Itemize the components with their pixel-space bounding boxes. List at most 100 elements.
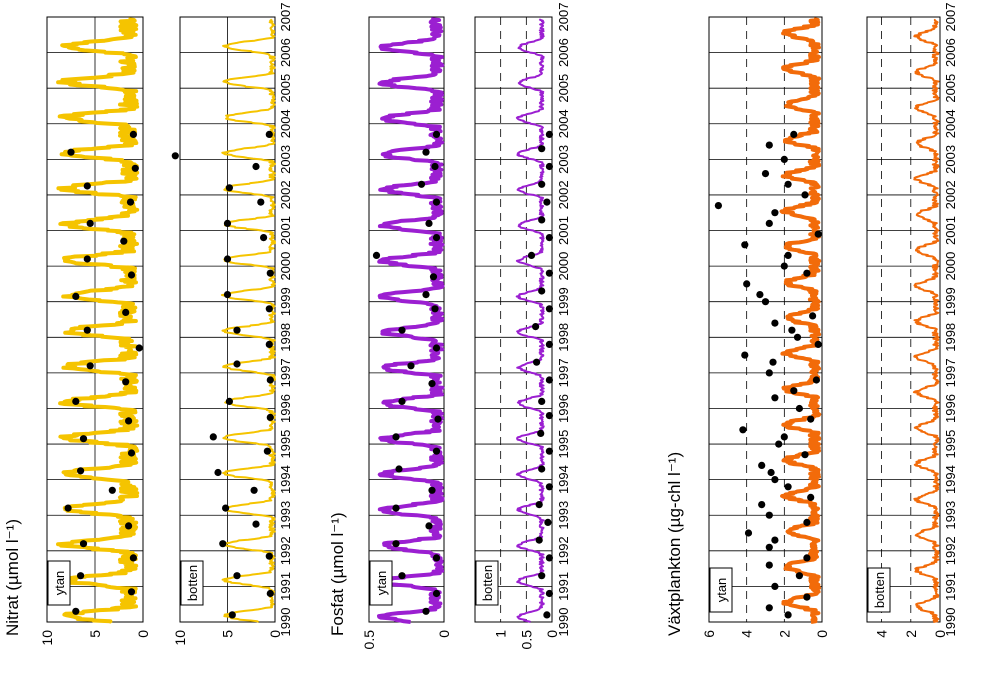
observation-point <box>125 522 133 530</box>
observation-point <box>250 486 258 494</box>
observation-point <box>543 611 551 619</box>
observation-point <box>214 468 222 477</box>
observation-point <box>432 344 441 352</box>
observation-point <box>108 486 116 494</box>
observation-point <box>535 536 543 544</box>
nitrat-botten-panel: 10 5 0 botten <box>171 16 283 646</box>
year-label: 2005 <box>943 74 958 103</box>
observation-point <box>545 554 554 562</box>
plot-frame <box>474 16 553 623</box>
observation-point <box>765 511 773 519</box>
observation-point <box>538 180 546 188</box>
observation-point <box>544 518 552 527</box>
observation-point <box>86 362 94 370</box>
observation-point <box>532 323 540 331</box>
observation-point <box>741 241 749 249</box>
year-label: 1997 <box>943 358 958 387</box>
year-label: 2002 <box>556 180 571 209</box>
observation-point <box>784 251 792 259</box>
series-label: ytan <box>52 571 67 596</box>
fosfat-ytan-panel: 0.5 0 ytan <box>361 16 452 650</box>
observation-point <box>64 504 72 512</box>
nitrat-botten-line <box>220 18 276 623</box>
observation-point <box>795 404 804 413</box>
observation-point <box>127 588 136 596</box>
observation-point <box>432 198 441 206</box>
series-label-box <box>475 560 499 606</box>
year-label: 2006 <box>943 38 958 67</box>
observation-point <box>743 280 751 288</box>
observation-point <box>790 387 798 395</box>
year-label: 2000 <box>278 252 293 281</box>
series-label-box <box>369 560 393 606</box>
observation-point <box>801 191 809 199</box>
observation-point <box>67 148 75 156</box>
observation-point <box>771 582 779 591</box>
observation-point <box>538 216 546 224</box>
year-label: 1996 <box>943 394 958 423</box>
year-label: 2002 <box>943 180 958 209</box>
observation-point <box>714 202 723 210</box>
observation-point <box>171 152 179 160</box>
observation-point <box>129 130 137 138</box>
observation-point <box>535 501 543 509</box>
observation-point <box>545 162 554 171</box>
observation-point <box>431 162 439 171</box>
observation-point <box>233 572 241 580</box>
observation-point <box>807 415 815 423</box>
year-label: 1992 <box>278 536 293 565</box>
observation-point <box>538 397 546 405</box>
year-label: 1994 <box>278 465 293 494</box>
vaxtplankton-year-labels: 1990 1991 1992 1993 1994 1995 1996 1997 1998 1999… <box>943 3 958 637</box>
observation-point <box>771 476 779 484</box>
observation-point <box>739 426 747 434</box>
observation-point <box>538 465 546 473</box>
y-tick-label: 0 <box>544 630 560 638</box>
year-label: 1992 <box>556 536 571 565</box>
observation-point <box>122 378 130 386</box>
year-label: 2004 <box>278 109 293 138</box>
plot-frame <box>866 16 941 623</box>
year-label: 2006 <box>556 38 571 67</box>
series-label: ytan <box>374 571 389 596</box>
nitrat-group: Nitrat (µmol l⁻¹) 10 5 0 ytan 10 5 0 botten 19… <box>3 3 293 646</box>
observation-point <box>432 447 441 455</box>
observation-point <box>545 340 554 348</box>
nitrat-ytan-panel: 10 5 0 ytan <box>39 16 151 646</box>
observation-point <box>260 234 268 242</box>
observation-point <box>769 358 777 366</box>
year-label: 2002 <box>278 180 293 209</box>
observation-point <box>129 554 137 562</box>
observation-point <box>86 219 94 227</box>
y-tick-label: 0.5 <box>518 630 534 650</box>
observation-point <box>545 376 554 384</box>
year-label: 2000 <box>556 252 571 281</box>
observation-point <box>252 520 260 528</box>
observation-point <box>801 451 809 459</box>
year-label: 1997 <box>278 358 293 387</box>
observation-point <box>545 305 554 313</box>
observation-point <box>265 130 273 138</box>
y-tick-label: 0.5 <box>361 630 377 650</box>
observation-point <box>775 440 783 448</box>
observation-point <box>545 447 554 455</box>
observation-point <box>756 291 764 299</box>
year-label: 1991 <box>278 572 293 601</box>
vaxtplankton-botten-panel: 4 2 0 botten <box>866 16 948 638</box>
observation-point <box>758 461 766 469</box>
y-tick-label: 0 <box>814 630 830 638</box>
vaxtplankton-ytan-panel: 6 4 2 0 ytan <box>701 16 830 638</box>
observation-point <box>83 182 91 190</box>
observation-point <box>422 291 430 299</box>
observation-point <box>372 251 381 259</box>
observation-point <box>545 589 554 598</box>
observation-point <box>761 170 770 178</box>
observation-point <box>771 536 779 544</box>
y-tick-label: 4 <box>874 630 890 638</box>
year-label: 1999 <box>556 287 571 316</box>
observation-point <box>225 184 233 192</box>
year-label: 2007 <box>278 3 293 32</box>
year-label: 1999 <box>278 287 293 316</box>
observation-point <box>395 465 403 473</box>
